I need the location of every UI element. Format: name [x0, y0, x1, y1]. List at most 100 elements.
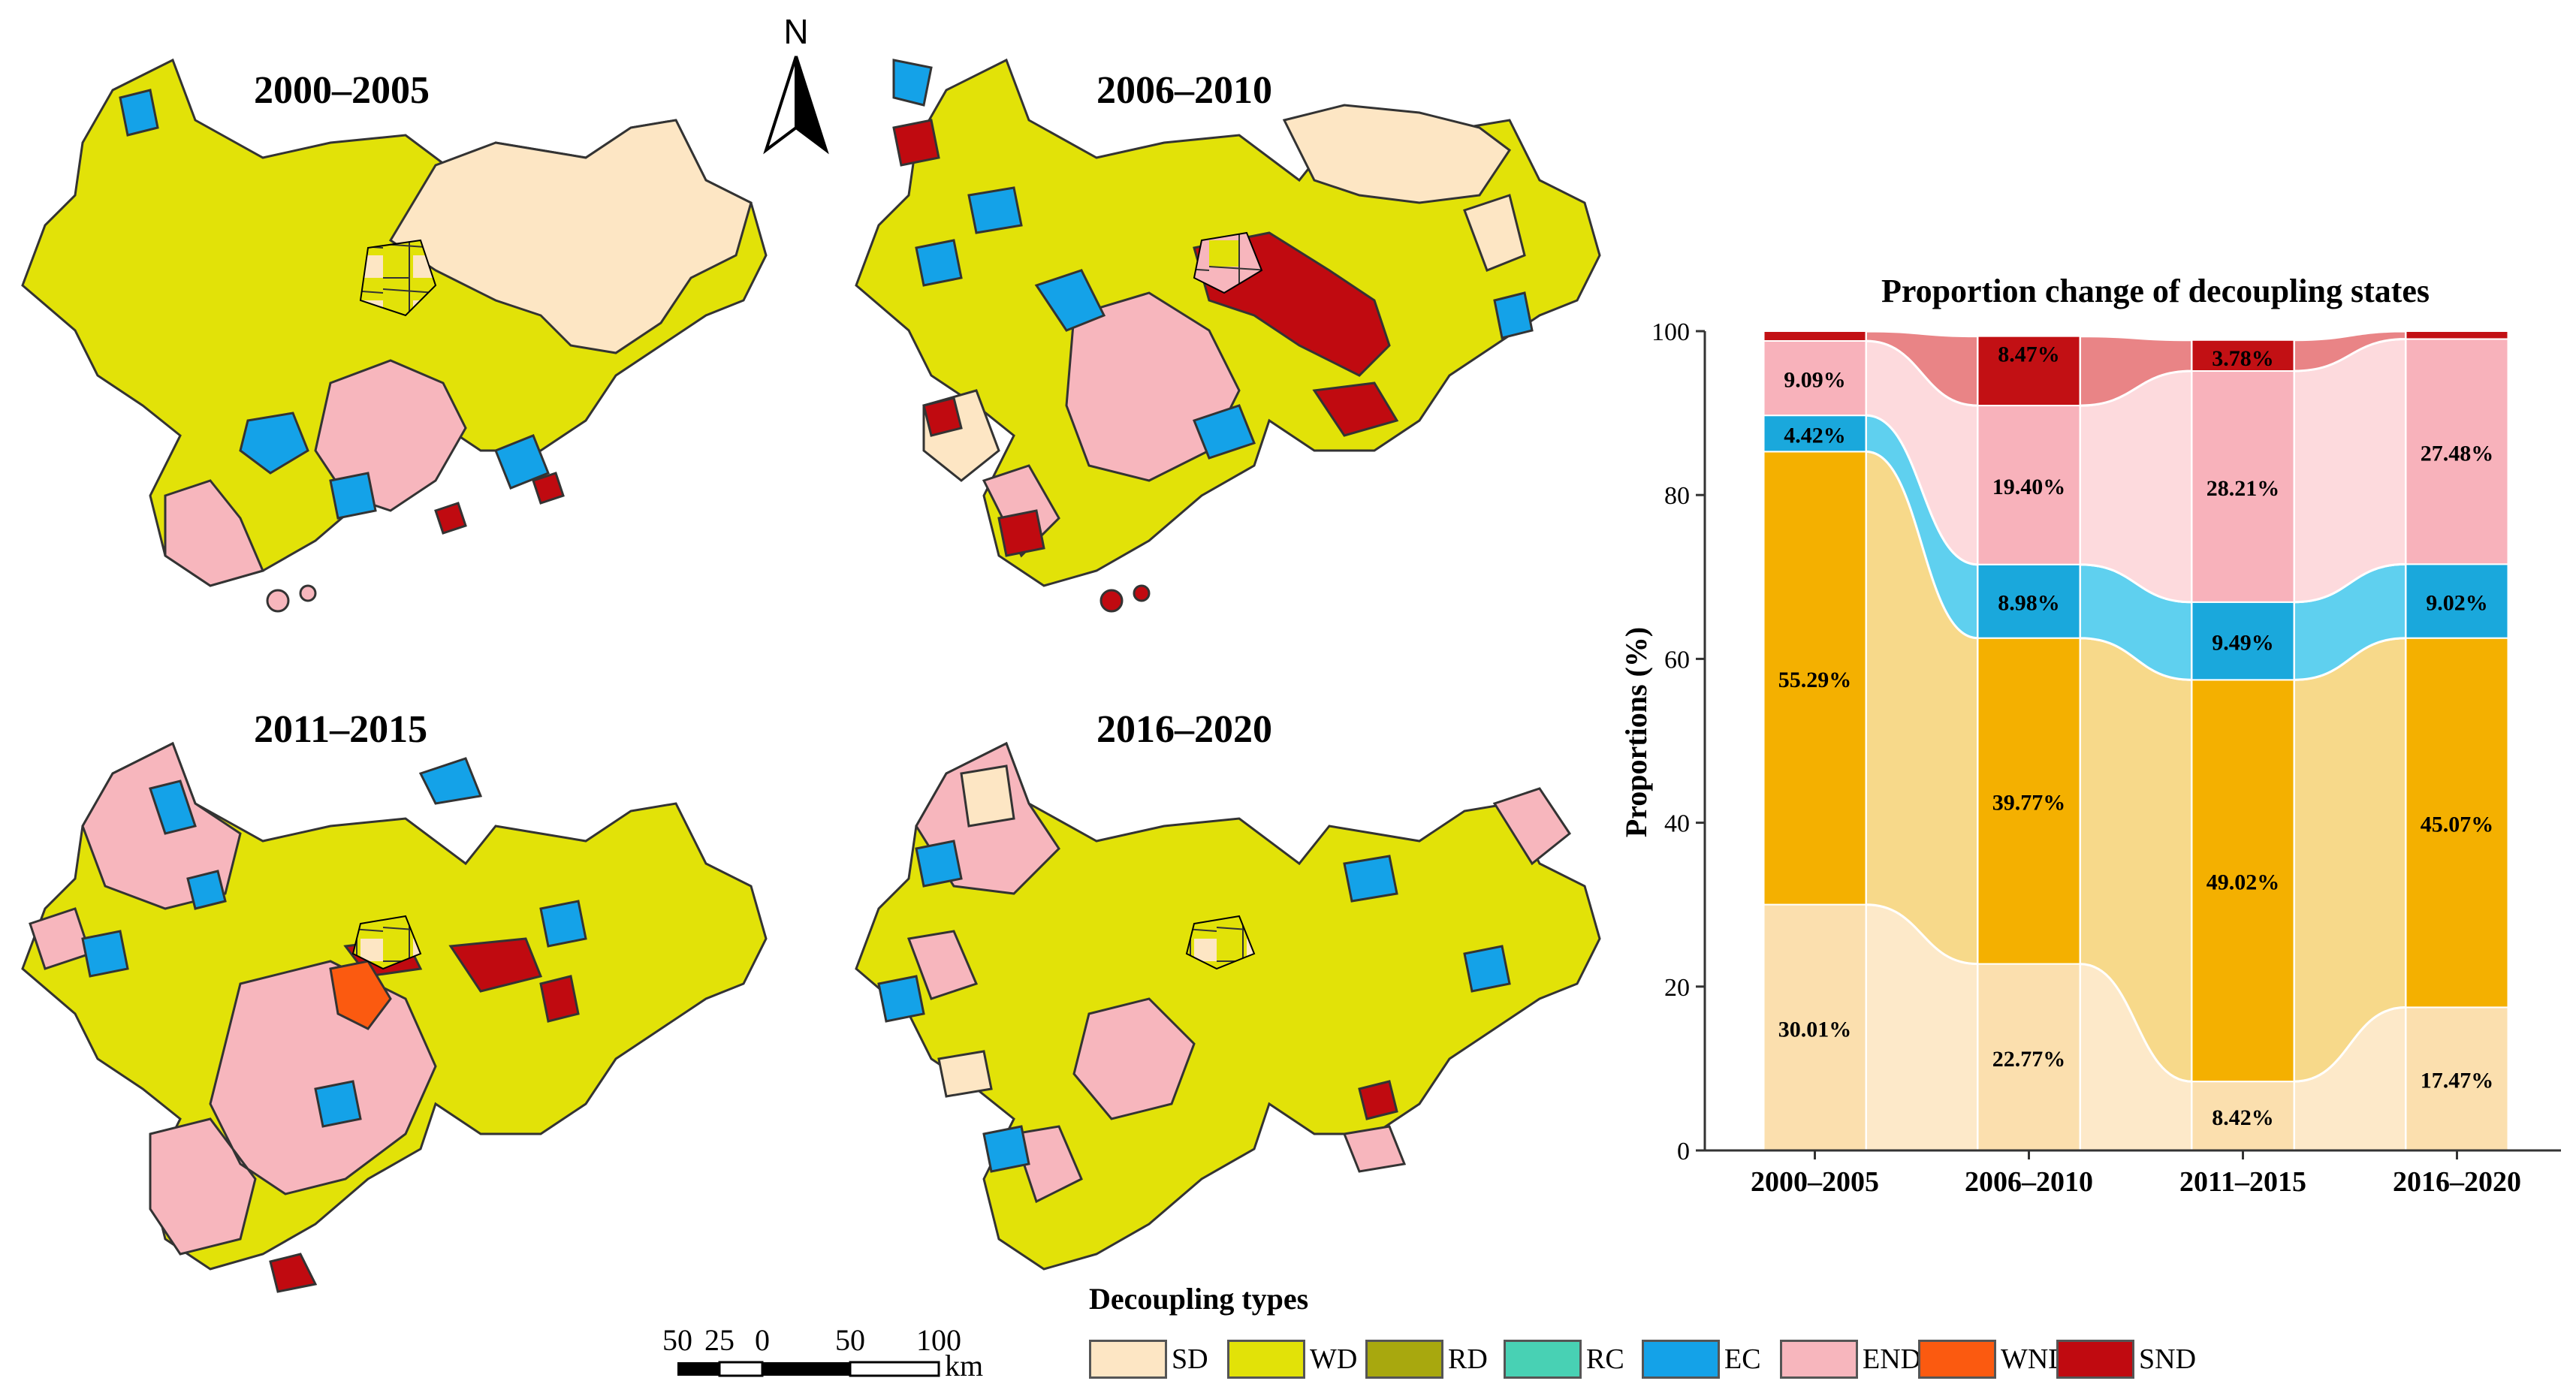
legend-swatch: [1504, 1340, 1582, 1379]
map-region-sd: [922, 104, 1526, 482]
map-urban-core: [351, 915, 422, 970]
north-arrow-icon: N: [763, 12, 829, 155]
data-label: 4.42%: [1784, 423, 1846, 448]
data-label: 27.48%: [2421, 441, 2494, 466]
data-label: 55.29%: [1778, 668, 1852, 692]
map-title-4: 2016–2020: [1096, 708, 1272, 751]
map-region-end: [29, 741, 437, 1256]
scale-label: 50: [835, 1323, 865, 1357]
data-label: 8.47%: [1998, 342, 2060, 367]
legend: Decoupling types SD WD RD RC EC END WND SND: [1081, 1277, 2208, 1389]
map-region-sd: [937, 764, 1015, 1098]
legend-label: WD: [1310, 1343, 1358, 1375]
x-tick-label: 2006–2010: [1965, 1166, 2093, 1198]
legend-swatch: [1780, 1340, 1858, 1379]
y-tick-label: 80: [1664, 482, 1690, 510]
legend-label: RC: [1586, 1343, 1624, 1375]
bar-ec: [2405, 563, 2509, 639]
scale-label: 50: [662, 1323, 692, 1357]
map-urban-core: [359, 239, 437, 317]
map-2000-2005: [21, 58, 768, 613]
flow-snd: [1865, 330, 1979, 407]
scale-bar: 50 25 0 50 100 km: [653, 1323, 1014, 1391]
legend-label: EC: [1724, 1343, 1761, 1375]
map-region-ec: [877, 840, 1511, 1173]
y-tick-label: 100: [1651, 318, 1690, 346]
data-label: 9.09%: [1784, 368, 1846, 393]
scale-label: 25: [704, 1323, 734, 1357]
data-label: 22.77%: [1992, 1047, 2066, 1072]
y-tick-label: 60: [1664, 646, 1690, 674]
bar-wd: [1763, 451, 1867, 906]
legend-item-wnd: WND: [1918, 1338, 2069, 1380]
map-2006-2010: [855, 58, 1601, 613]
data-label: 28.21%: [2206, 476, 2280, 501]
data-label: 9.02%: [2426, 590, 2488, 615]
map-region-snd: [1358, 1080, 1398, 1120]
legend-item-rd: RD: [1365, 1338, 1488, 1380]
legend-swatch: [2056, 1340, 2134, 1379]
scale-unit: km: [945, 1349, 983, 1382]
legend-label: SND: [2139, 1343, 2197, 1375]
bar-wd: [1977, 637, 2081, 965]
data-label: 8.42%: [2212, 1105, 2274, 1130]
y-tick-label: 20: [1664, 974, 1690, 1002]
chart-title: Proportion change of decoupling states: [1881, 273, 2430, 309]
data-label: 39.77%: [1992, 791, 2066, 816]
map-region-snd: [269, 937, 580, 1293]
map-region-end: [314, 359, 467, 512]
legend-swatch: [1227, 1340, 1305, 1379]
legend-item-rc: RC: [1504, 1338, 1624, 1380]
map-title-3: 2011–2015: [254, 708, 427, 751]
data-label: 19.40%: [1992, 475, 2066, 499]
map-region-wnd: [329, 960, 392, 1030]
bar-ec: [1763, 415, 1867, 453]
legend-label: END: [1863, 1343, 1922, 1375]
data-label: 17.47%: [2421, 1069, 2494, 1093]
map-region-snd: [892, 119, 1399, 557]
map-region-ec: [892, 59, 1534, 460]
legend-swatch: [1642, 1340, 1720, 1379]
map-2011-2015: [21, 741, 768, 1293]
map-region-ec: [81, 757, 587, 1128]
map-island: [1133, 584, 1151, 602]
legend-item-wd: WD: [1227, 1338, 1357, 1380]
map-urban-core: [1193, 231, 1263, 294]
legend-title: Decoupling types: [1089, 1282, 1309, 1316]
legend-swatch: [1365, 1340, 1443, 1379]
y-tick-label: 0: [1677, 1138, 1690, 1165]
proportion-chart: Proportion change of decoupling states P…: [1619, 273, 2561, 1198]
x-tick-label: 2011–2015: [2179, 1166, 2306, 1198]
bar-sd: [1977, 963, 2081, 1152]
flow-end: [2293, 337, 2407, 604]
data-label: 3.78%: [2212, 346, 2274, 371]
map-island: [299, 584, 317, 602]
data-label: 45.07%: [2421, 813, 2494, 837]
map-title-2: 2006–2010: [1096, 69, 1272, 112]
legend-swatch: [1089, 1340, 1167, 1379]
map-island: [1099, 589, 1124, 613]
legend-item-snd: SND: [2056, 1338, 2196, 1380]
map-region-end: [164, 479, 265, 587]
bar-end: [1977, 405, 2081, 565]
svg-text:N: N: [783, 12, 808, 51]
y-axis-label: Proportions (%): [1619, 627, 1653, 837]
legend-swatch: [1918, 1340, 1996, 1379]
map-region-sd: [388, 119, 753, 354]
data-label: 49.02%: [2206, 870, 2280, 895]
bar-wd: [2191, 679, 2295, 1083]
scale-label: 0: [755, 1323, 770, 1357]
map-region-snd: [434, 472, 565, 535]
bar-wd: [2405, 637, 2509, 1009]
x-tick-label: 2016–2020: [2393, 1166, 2521, 1198]
legend-label: RD: [1448, 1343, 1488, 1375]
bar-snd: [1977, 335, 2081, 407]
bar-sd: [2191, 1081, 2295, 1152]
legend-label: SD: [1172, 1343, 1208, 1375]
map-2016-2020: [855, 741, 1601, 1271]
legend-item-ec: EC: [1642, 1338, 1761, 1380]
bar-end: [2191, 370, 2295, 603]
map-island: [266, 589, 290, 613]
legend-item-end: END: [1780, 1338, 1921, 1380]
data-label: 30.01%: [1778, 1017, 1852, 1042]
